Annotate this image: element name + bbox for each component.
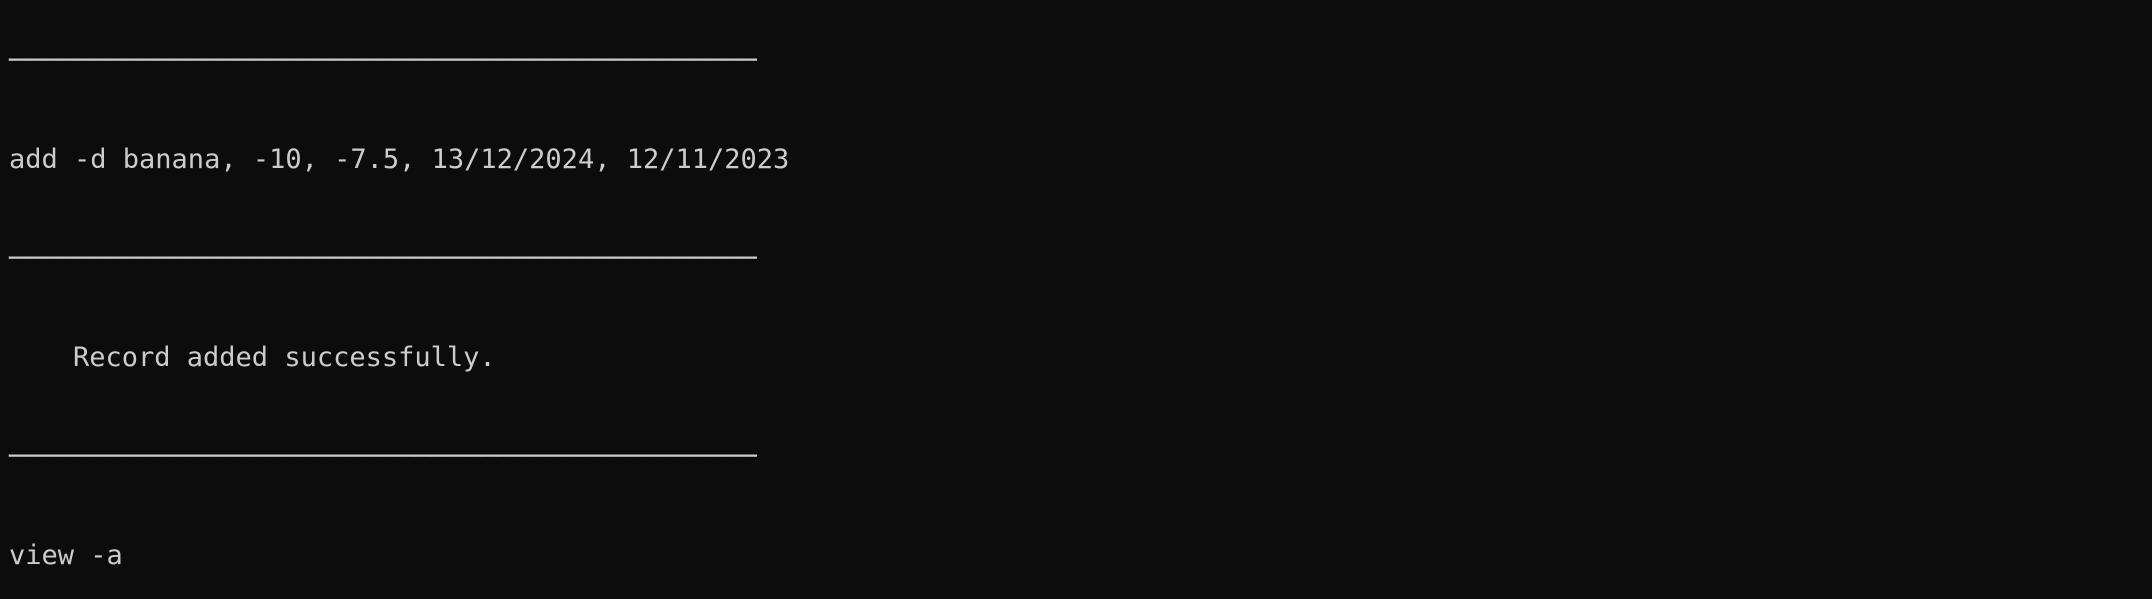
- add-command-line: add -d banana, -10, -7.5, 13/12/2024, 12…: [9, 144, 790, 175]
- separator-line: ────────────────────────────────────────…: [9, 243, 757, 274]
- separator-line: ────────────────────────────────────────…: [9, 45, 757, 76]
- separator-line: ────────────────────────────────────────…: [9, 441, 757, 472]
- view-command-line: view -a: [9, 540, 123, 571]
- add-result-message: Record added successfully.: [73, 342, 496, 373]
